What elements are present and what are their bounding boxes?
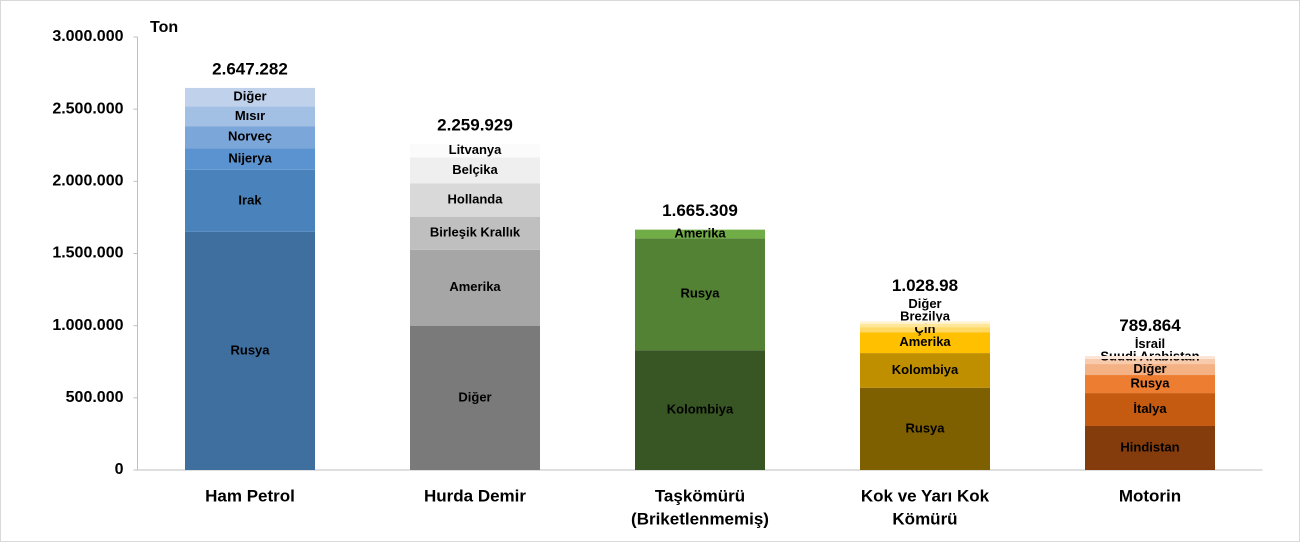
y-tick-label: 2.000.000 [52,173,123,190]
bar-segment [185,148,315,170]
y-tick-label: 2.500.000 [52,100,123,117]
bar-segment [1085,425,1215,470]
x-tick-label: Kömürü [892,509,957,528]
bar-segment [635,350,765,470]
y-axis-label: Ton [150,19,178,36]
y-tick-label: 500.000 [66,389,124,406]
segment-label: Brezilya [900,309,951,324]
x-tick-label: Ham Petrol [205,486,295,505]
segment-label: Rusya [1130,375,1170,390]
bar-segment [410,249,540,326]
segment-label: Diğer [908,296,941,311]
segment-label: Kolombiya [892,362,959,377]
bar-segment [410,183,540,217]
segment-label: Litvanya [449,142,503,157]
y-tick-label: 3.000.000 [52,28,123,45]
segment-label: Amerika [449,279,501,294]
total-label: 789.864 [1119,316,1181,335]
segment-label: Hindistan [1120,439,1179,454]
bar-segment [1085,393,1215,426]
bar-segment [185,231,315,470]
y-tick-label: 1.000.000 [52,317,123,334]
total-label: 1.665.309 [662,201,738,220]
bar-segment [860,332,990,354]
segment-label: Diğer [458,389,491,404]
segment-label: İsrail [1135,336,1165,351]
bar-segment [185,106,315,127]
bar-segment [410,157,540,184]
bar-segment [860,327,990,333]
segment-label: Diğer [233,89,266,104]
y-tick-label: 0 [115,461,124,478]
x-tick-label: (Briketlenmemiş) [631,509,769,528]
bar-segment [860,321,990,324]
y-tick-label: 1.500.000 [52,245,123,262]
bar-segment [1085,359,1215,365]
segment-label: Rusya [905,420,945,435]
bar-segment [635,238,765,351]
segment-label: Rusya [230,342,270,357]
bar-segment [635,229,765,239]
bar-segment [860,323,990,328]
bar-segment [860,353,990,388]
bar-segment [1085,355,1215,360]
x-tick-label: Taşkömürü [655,486,745,505]
bar-segment [1085,364,1215,376]
segment-label: Hollanda [448,192,504,207]
segment-label: Amerika [899,334,951,349]
bar-segment [185,169,315,232]
segment-label: Suudi Arabistan [1100,348,1199,363]
segment-label: Birleşik Krallık [430,225,521,240]
segment-label: Mısır [235,108,265,123]
bar-segment [410,143,540,158]
total-label: 2.259.929 [437,115,513,134]
bar-segment [860,387,990,470]
bar-segment [185,87,315,107]
x-tick-label: Motorin [1119,486,1181,505]
bar-segment [410,216,540,250]
segment-label: Norveç [228,129,272,144]
total-label: 1.028.98 [892,276,958,295]
x-tick-label: Hurda Demir [424,486,526,505]
segment-label: Diğer [1133,361,1166,376]
bar-segment [410,325,540,470]
bar-segment [1085,375,1215,394]
segment-label: Nijerya [228,150,272,165]
segment-label: Belçika [452,162,498,177]
bar-segment [185,126,315,149]
x-tick-label: Kok ve Yarı Kok [861,486,990,505]
segment-label: Rusya [680,286,720,301]
segment-label: Kolombiya [667,402,734,417]
segment-label: Irak [238,192,262,207]
total-label: 2.647.282 [212,59,288,78]
segment-label: Amerika [674,225,726,240]
segment-label: İtalya [1133,401,1167,416]
